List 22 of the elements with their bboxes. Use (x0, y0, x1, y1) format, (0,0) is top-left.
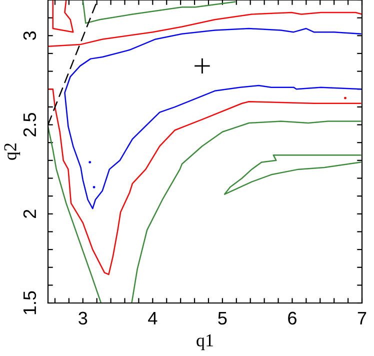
y-tick-label: 2.5 (23, 112, 36, 136)
x-axis-title: q1 (196, 334, 213, 350)
y-tick-label: 1.5 (24, 291, 36, 314)
x-tick-label: 7 (358, 312, 366, 324)
y-axis-title: q2 (4, 143, 20, 160)
line-series (52, 0, 74, 33)
y-tick-label: 2 (23, 210, 36, 218)
line-series (82, 0, 236, 24)
x-tick-label: 6 (288, 312, 296, 325)
y-tick-label: 3 (23, 31, 36, 40)
x-tick-label: 5 (218, 312, 227, 325)
x-tick-label: 3 (78, 312, 88, 325)
line-series (48, 12, 362, 47)
line-series (48, 126, 102, 303)
point (194, 58, 211, 74)
point (88, 160, 92, 164)
line-series (224, 154, 362, 195)
x-tick-label: 4 (148, 312, 158, 324)
line-series (48, 88, 362, 276)
line-series (131, 120, 362, 303)
line-series (64, 28, 362, 210)
point (92, 186, 96, 188)
